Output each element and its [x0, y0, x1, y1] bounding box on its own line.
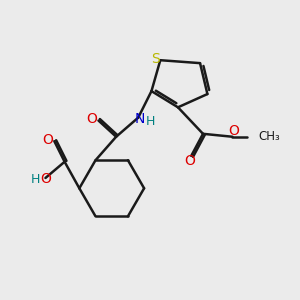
Text: H: H	[146, 115, 155, 128]
Text: O: O	[229, 124, 239, 138]
Text: S: S	[151, 52, 159, 66]
Text: H: H	[31, 173, 40, 186]
Text: O: O	[184, 154, 195, 168]
Text: O: O	[42, 133, 53, 147]
Text: O: O	[87, 112, 98, 126]
Text: O: O	[40, 172, 52, 186]
Text: CH₃: CH₃	[258, 130, 280, 143]
Text: N: N	[134, 112, 145, 126]
